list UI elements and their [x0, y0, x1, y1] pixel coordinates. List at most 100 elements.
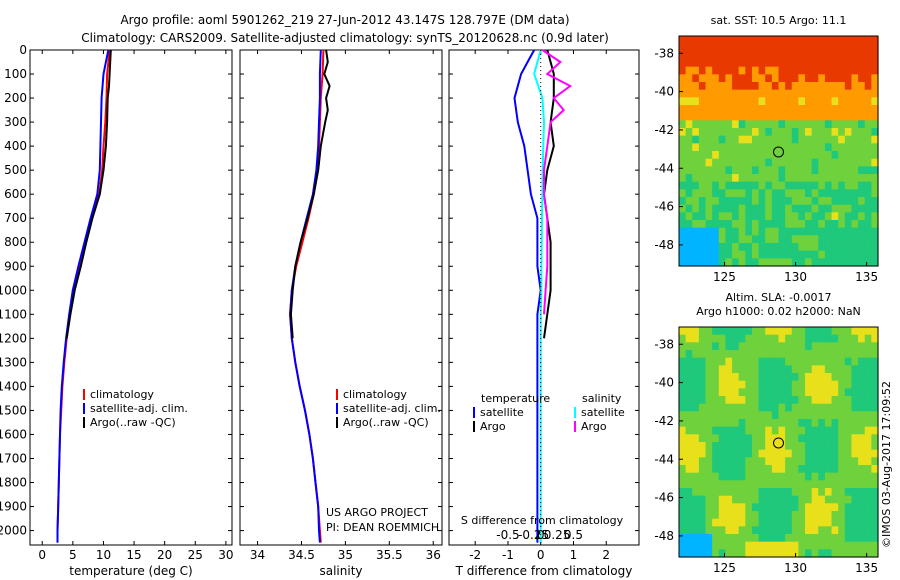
legend-label: Argo(..raw -QC) — [90, 416, 176, 429]
map-cell — [705, 174, 713, 183]
map-cell — [698, 112, 707, 121]
map-cell — [745, 457, 753, 466]
map-cell — [831, 189, 839, 198]
map-cell — [811, 342, 819, 351]
map-cell — [698, 97, 707, 106]
map-cell — [844, 549, 853, 558]
map-cell — [851, 495, 859, 504]
map-cell — [858, 82, 866, 91]
map-cell — [864, 541, 872, 550]
map-cell — [798, 495, 806, 504]
map-cell — [805, 342, 813, 351]
map-cell — [712, 549, 720, 558]
map-cell — [798, 380, 806, 389]
map-cell — [805, 59, 813, 68]
top-tick-label: -0.5 — [496, 528, 519, 542]
map-cell — [811, 457, 819, 466]
map-cell — [858, 59, 866, 68]
map-cell — [685, 235, 693, 244]
map-cell — [858, 342, 866, 351]
map-cell — [771, 411, 780, 420]
map-cell — [798, 396, 806, 405]
map-cell — [679, 74, 687, 83]
map-cell — [692, 541, 700, 550]
map-cell — [785, 82, 793, 91]
map-cell — [864, 74, 872, 83]
map-cell — [705, 181, 713, 190]
map-cell — [692, 112, 700, 121]
map-cell — [765, 112, 773, 121]
map-cell — [698, 380, 707, 389]
top-tick-label: 0 — [537, 528, 545, 542]
map-cell — [798, 212, 806, 221]
map-cell — [751, 128, 760, 137]
map-cell — [824, 158, 833, 167]
map-cell — [818, 449, 826, 458]
map-cell — [864, 135, 872, 144]
map-cell — [712, 66, 720, 75]
map-cell — [738, 357, 746, 366]
map-cell — [798, 89, 806, 98]
map-cell — [718, 204, 727, 213]
map-cell — [685, 43, 693, 52]
map-cell — [791, 250, 799, 259]
map-cell — [778, 480, 786, 489]
map-cell — [805, 411, 813, 420]
map-cell — [851, 365, 859, 374]
map-cell — [864, 59, 872, 68]
map-cell — [745, 495, 753, 504]
map-cell — [732, 480, 740, 489]
map-cell — [765, 97, 773, 106]
map-cell — [785, 143, 793, 152]
map-cell — [811, 472, 819, 481]
map-cell — [778, 59, 786, 68]
map-cell — [712, 334, 720, 343]
map-cell — [732, 74, 740, 83]
map-cell — [758, 158, 766, 167]
map-cell — [771, 220, 780, 229]
map-cell — [791, 212, 799, 221]
y-tick-label: 1300 — [0, 355, 27, 369]
map-cell — [725, 189, 733, 198]
map-cell — [698, 51, 707, 60]
map-cell — [824, 365, 833, 374]
map-cell — [745, 434, 753, 443]
map-cell — [738, 442, 746, 451]
map-cell — [745, 250, 753, 259]
map-cell — [844, 365, 853, 374]
map-cell — [844, 403, 853, 412]
map-cell — [705, 227, 713, 236]
map-cell — [705, 334, 713, 343]
map-cell — [751, 135, 760, 144]
map-cell — [824, 82, 833, 91]
map-cell — [765, 396, 773, 405]
map-cell — [718, 82, 727, 91]
map-cell — [778, 166, 786, 175]
map-cell — [864, 526, 872, 535]
map-cell — [798, 197, 806, 206]
map-cell — [785, 488, 793, 497]
map-cell — [818, 181, 826, 190]
map-cell — [732, 373, 740, 382]
map-cell — [725, 403, 733, 412]
map-cell — [765, 43, 773, 52]
map-cell — [791, 526, 799, 535]
map-cell — [838, 235, 846, 244]
map-cell — [692, 258, 700, 267]
map-cell — [824, 112, 833, 121]
map-cell — [824, 166, 833, 175]
map-cell — [765, 327, 773, 336]
map-cell — [798, 419, 806, 428]
map-cell — [705, 105, 713, 114]
map-cell — [751, 74, 760, 83]
map-cell — [791, 511, 799, 520]
map-cell — [844, 465, 853, 474]
map-cell — [844, 534, 853, 543]
map-cell — [771, 350, 780, 359]
map-cell — [805, 112, 813, 121]
map-cell — [858, 174, 866, 183]
x-tick-label: 36 — [426, 548, 441, 562]
map-cell — [679, 82, 687, 91]
map-cell — [751, 120, 760, 129]
